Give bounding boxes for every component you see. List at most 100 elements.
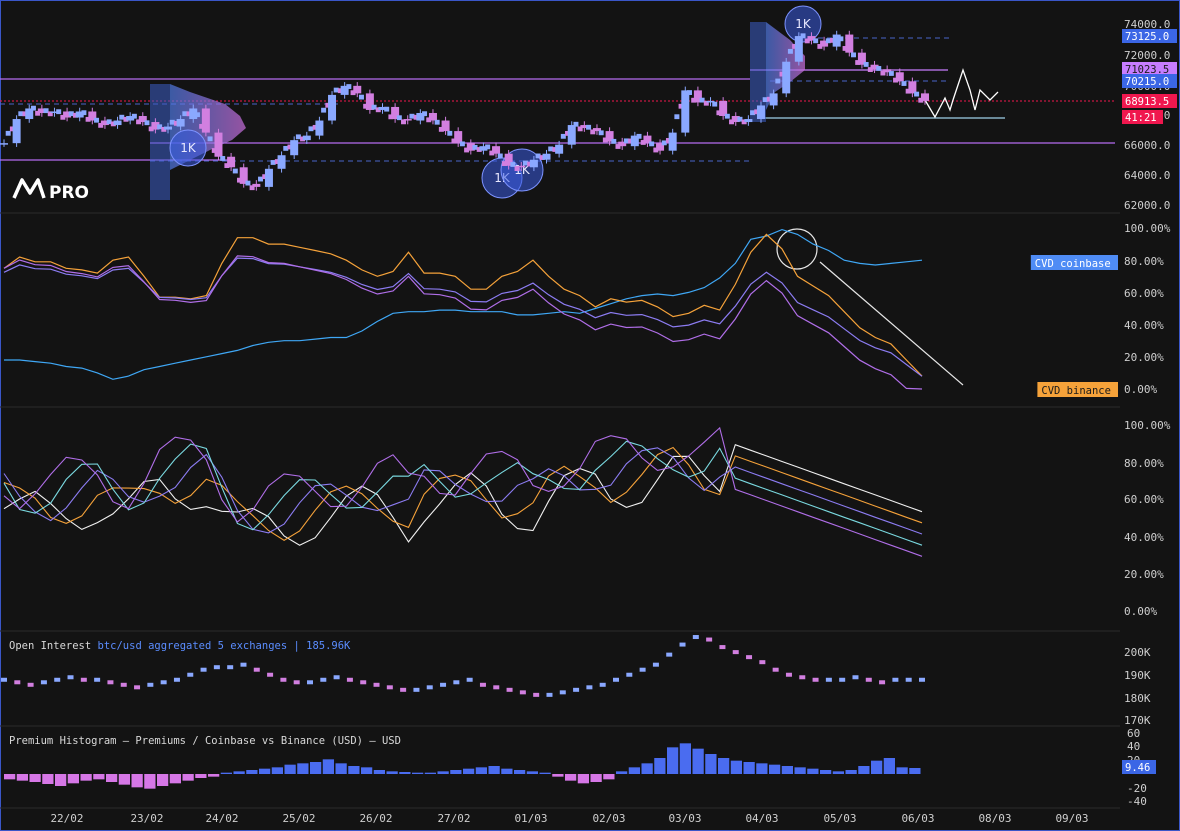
candle-body [888, 71, 894, 76]
open-interest-bar [852, 675, 859, 680]
candle-body [674, 114, 680, 120]
price-tag: 73125.0 [1122, 29, 1177, 43]
candle-body [905, 88, 911, 94]
candle-body [63, 111, 72, 118]
candle-body [277, 155, 286, 169]
candle-body [85, 116, 91, 122]
open-interest-name: Open Interest [9, 640, 92, 652]
candle-body [201, 108, 210, 133]
candle-body [693, 90, 702, 103]
open-interest-tick-label: 180K [1124, 692, 1151, 705]
open-interest-bar [839, 677, 846, 682]
premium-value-label: 9.46 [1125, 762, 1150, 774]
logo-icon [12, 178, 46, 199]
cvd-axis: 100.00% 80.00% 60.00% 40.00% 20.00% 0.00% [1124, 222, 1171, 396]
open-interest-bar [812, 677, 819, 682]
candle-body [517, 165, 526, 168]
open-interest-bar [453, 680, 460, 685]
candle-body [618, 141, 627, 147]
candle-body [535, 153, 541, 159]
price-tag: 71023.5 [1122, 62, 1177, 76]
cvd-legend-item: CVD binance [1037, 382, 1118, 397]
price-candles [0, 30, 929, 191]
oscillator-tick-label: 80.00% [1124, 457, 1164, 470]
candle-body [346, 84, 352, 89]
candle-body [716, 110, 722, 116]
candle-body [194, 112, 200, 118]
open-interest-bar [746, 655, 753, 660]
cvd-legend-bg [1037, 382, 1118, 397]
price-tag: 41:21 [1122, 110, 1163, 124]
premium-bar [577, 774, 589, 784]
candle-body [691, 97, 697, 103]
oscillator-line [3, 443, 923, 546]
candle-body [157, 124, 163, 130]
open-interest-bars [1, 635, 925, 697]
open-interest-bar [426, 685, 433, 690]
candle-body [113, 120, 122, 126]
open-interest-bar [54, 677, 61, 682]
candle-body [148, 126, 154, 132]
candle-body [829, 37, 835, 43]
premium-bar [335, 763, 347, 774]
candle-body [567, 125, 576, 145]
premium-bar [692, 748, 704, 774]
candle-body [855, 60, 861, 65]
candle-body [274, 159, 280, 164]
candle-body [245, 180, 251, 186]
candle-body [106, 119, 112, 125]
open-interest-axis: 200K 190K 180K 170K [1124, 646, 1151, 727]
candle-body [340, 85, 349, 95]
candle-body [769, 93, 778, 106]
premium-bar [552, 774, 564, 777]
candle-body [312, 124, 318, 130]
trade-bubble: 1K [784, 5, 822, 43]
premium-bar [641, 763, 653, 774]
candle-body [489, 150, 495, 156]
open-interest-bar [613, 677, 619, 682]
open-interest-bar [134, 685, 141, 690]
premium-bar [667, 747, 679, 774]
cvd-tick-label: 20.00% [1124, 351, 1164, 364]
candle-body [363, 103, 369, 109]
open-interest-bar [719, 645, 726, 650]
premium-bar [93, 774, 105, 780]
premium-bar [386, 771, 398, 774]
candle-body [880, 70, 886, 76]
candle-body [50, 111, 59, 113]
candle-body [656, 143, 665, 151]
candle-body [792, 44, 798, 49]
time-tick-label: 05/03 [823, 812, 856, 825]
candle-body [649, 141, 655, 147]
premium-bar [144, 774, 156, 789]
open-interest-bar [386, 685, 393, 690]
projection-path [924, 67, 999, 119]
candle-body [636, 133, 642, 139]
candle-body [98, 122, 104, 128]
trade-bubble: 1K [169, 129, 207, 167]
premium-bar [259, 768, 271, 774]
candle-body [893, 77, 899, 83]
cvd-lines [3, 228, 923, 390]
candle-body [857, 52, 866, 65]
premium-bar [616, 771, 628, 774]
candle-body [539, 155, 545, 160]
time-tick-label: 26/02 [359, 812, 392, 825]
candle-body [119, 114, 125, 120]
candle-body [68, 111, 74, 117]
premium-bar [807, 768, 819, 774]
open-interest-bar [307, 680, 313, 685]
open-interest-bar [626, 672, 633, 677]
time-tick-label: 01/03 [514, 812, 547, 825]
candle-body [396, 115, 402, 121]
premium-bar [718, 758, 730, 774]
candle-body [25, 108, 34, 120]
premium-bar [781, 766, 793, 774]
candle-body [22, 111, 28, 117]
candle-body [72, 112, 78, 118]
oscillator-line [3, 426, 923, 557]
candle-body [766, 96, 772, 102]
open-interest-bar [213, 665, 220, 670]
time-tick-label: 06/03 [901, 812, 934, 825]
